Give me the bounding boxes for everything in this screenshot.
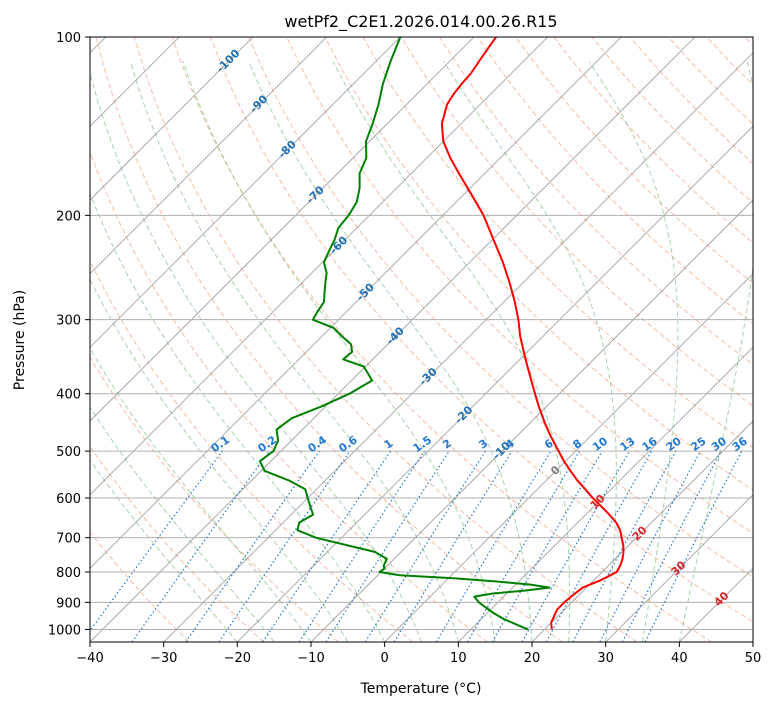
- y-axis-label: Pressure (hPa): [12, 290, 28, 390]
- isotherm-line: [90, 37, 475, 422]
- mixing-ratio-line: [131, 450, 270, 642]
- dry-adiabat-line: [171, 37, 712, 642]
- y-tick-label: 300: [56, 314, 81, 329]
- dry-adiabat-line: [248, 37, 753, 578]
- mixing-ratio-line: [325, 450, 450, 642]
- moist-adiabat-line: [182, 61, 496, 642]
- x-tick-label: 10: [450, 651, 467, 666]
- isotherm-line: [90, 37, 696, 642]
- background-lines: [90, 37, 753, 642]
- mixing-ratio-line: [218, 450, 351, 642]
- moist-adiabat-line: [90, 192, 386, 642]
- y-tick-label: 500: [56, 445, 81, 460]
- isotherm-line: [163, 52, 753, 642]
- y-axis: 1000 900 800 700 600 500 400 300 200 100: [48, 31, 90, 638]
- x-tick-label: 0: [381, 651, 389, 666]
- moist-adiabat-line: [90, 70, 422, 642]
- y-tick-label: 800: [56, 566, 81, 581]
- dewpoint-profile-line: [258, 37, 551, 631]
- dry-adiabat-line: [210, 37, 753, 623]
- mixing-ratio-line: [521, 450, 631, 642]
- x-tick-label: −10: [297, 651, 324, 666]
- x-tick-label: −40: [76, 651, 103, 666]
- isotherm-line: [90, 37, 254, 201]
- y-tick-label: 1000: [48, 623, 81, 638]
- y-tick-label: 900: [56, 596, 81, 611]
- y-tick-label: 200: [56, 209, 81, 224]
- moist-adiabat-line: [248, 61, 533, 642]
- y-tick-label: 600: [56, 492, 81, 507]
- dry-adiabat-line: [90, 356, 339, 642]
- y-tick-label: 100: [56, 31, 81, 46]
- isotherm-line: [458, 346, 753, 642]
- isotherm-line: [237, 125, 753, 642]
- dry-adiabat-line: [438, 37, 753, 366]
- dry-adiabat-line: [324, 37, 753, 491]
- x-tick-label: −20: [224, 651, 251, 666]
- isotherm-line: [310, 199, 753, 642]
- dry-adiabat-line: [90, 445, 264, 642]
- isotherm-line: [531, 420, 753, 642]
- dry-adiabat-line: [400, 37, 753, 407]
- mixing-ratio-line: [262, 450, 392, 642]
- isotherm-line: [90, 37, 327, 275]
- dry-adiabat-line: [90, 150, 488, 642]
- x-axis: −40 −30 −20 −10 0 10 20 30 40 50: [76, 642, 761, 666]
- mixing-ratio-line: [393, 450, 513, 642]
- dry-adiabat-line: [95, 37, 563, 642]
- x-tick-label: 50: [745, 651, 762, 666]
- moist-adiabat-line: [588, 61, 679, 642]
- chart-title: wetPf2_C2E1.2026.014.00.26.R15: [284, 12, 557, 32]
- mixing-ratio-line: [185, 450, 320, 642]
- x-axis-label: Temperature (°C): [360, 681, 482, 697]
- isotherm-line: [90, 37, 401, 348]
- x-tick-label: −30: [150, 651, 177, 666]
- profile-lines: [258, 37, 625, 631]
- x-tick-label: 30: [597, 651, 614, 666]
- mixing-ratio-line: [90, 450, 223, 632]
- moist-adiabat-line: [90, 278, 349, 642]
- isotherm-line: [90, 37, 548, 496]
- isotherm-line: [384, 273, 753, 642]
- isotherm-line: [605, 494, 753, 642]
- moist-adiabat-line: [90, 347, 312, 642]
- moist-adiabat-line: [332, 61, 571, 642]
- dry-adiabat-line: [90, 531, 190, 642]
- plot-frame: [89, 36, 754, 643]
- mixing-ratio-line: [572, 450, 677, 642]
- y-tick-label: 400: [56, 388, 81, 403]
- moist-adiabat-line: [129, 61, 459, 642]
- x-tick-label: 20: [524, 651, 541, 666]
- y-tick-label: 700: [56, 532, 81, 547]
- mixing-ratio-line: [644, 450, 743, 642]
- temperature-profile-line: [440, 37, 625, 630]
- dry-adiabat-line: [133, 37, 638, 642]
- mixing-ratio-line: [545, 450, 653, 642]
- mixing-ratio-line: [298, 450, 425, 642]
- isotherm-line: [90, 37, 622, 569]
- moist-adiabat-line: [678, 61, 753, 642]
- x-tick-label: 40: [671, 651, 688, 666]
- moist-adiabat-line: [443, 61, 617, 642]
